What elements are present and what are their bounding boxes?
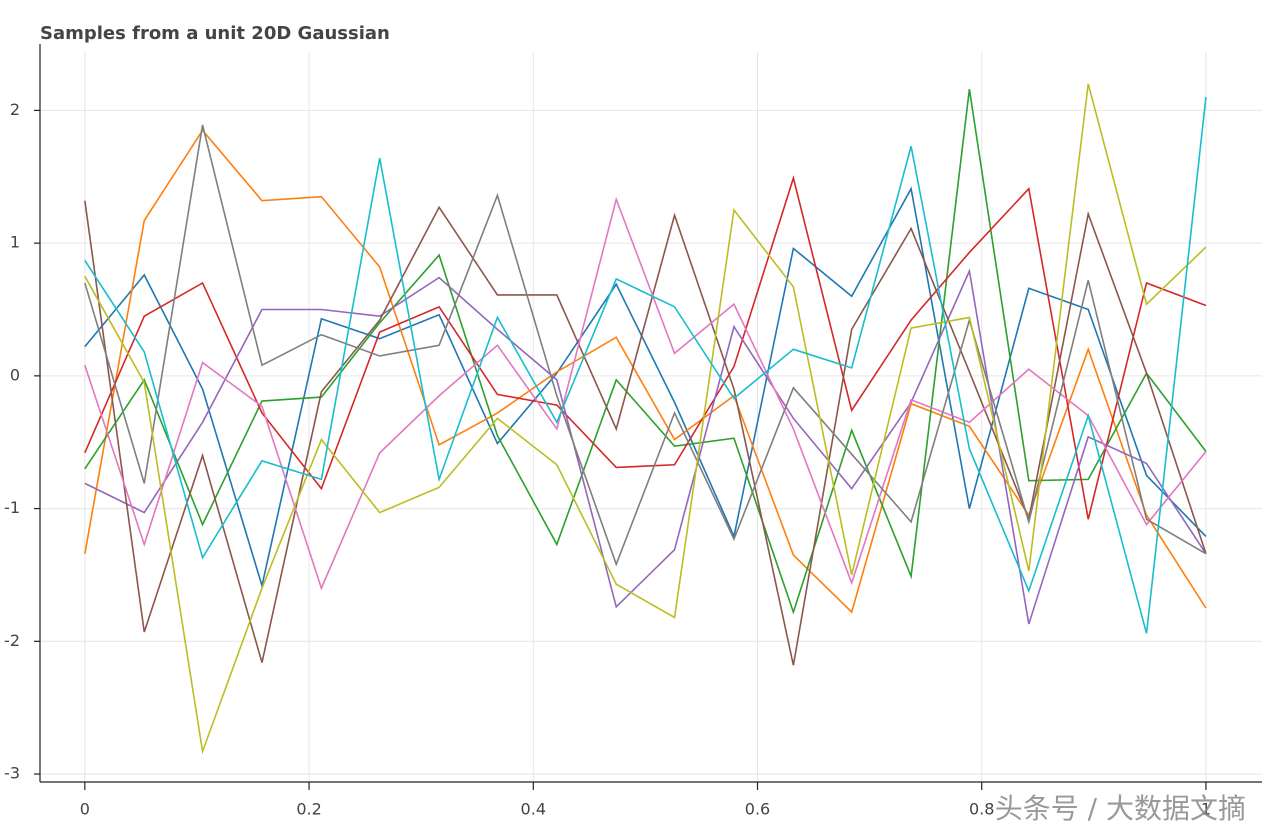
series-line bbox=[84, 186, 1207, 589]
series-line bbox=[84, 83, 1207, 755]
y-tick-label: -2 bbox=[4, 631, 20, 650]
y-tick-label: 2 bbox=[10, 100, 20, 119]
series-line bbox=[84, 128, 1207, 614]
y-tick-label: -1 bbox=[4, 498, 20, 517]
x-tick-label: 0.2 bbox=[296, 800, 321, 819]
y-tick-label: 0 bbox=[10, 365, 20, 384]
x-tick-label: 0 bbox=[80, 800, 90, 819]
x-tick-label: 0.4 bbox=[521, 800, 546, 819]
chart-title: Samples from a unit 20D Gaussian bbox=[40, 23, 390, 44]
y-tick-label: -3 bbox=[4, 764, 20, 783]
x-tick-label: 0.6 bbox=[745, 800, 770, 819]
series-line bbox=[84, 196, 1207, 591]
watermark: 头条号 / 大数据文摘 bbox=[995, 792, 1246, 825]
series-line bbox=[84, 175, 1207, 520]
series-line bbox=[84, 124, 1207, 567]
y-tick-label: 1 bbox=[10, 233, 20, 252]
series-line bbox=[84, 200, 1207, 666]
x-tick-label: 1 bbox=[1201, 800, 1211, 819]
x-tick-label: 0.8 bbox=[969, 800, 994, 819]
series-line bbox=[84, 97, 1207, 634]
series-line bbox=[84, 89, 1207, 615]
